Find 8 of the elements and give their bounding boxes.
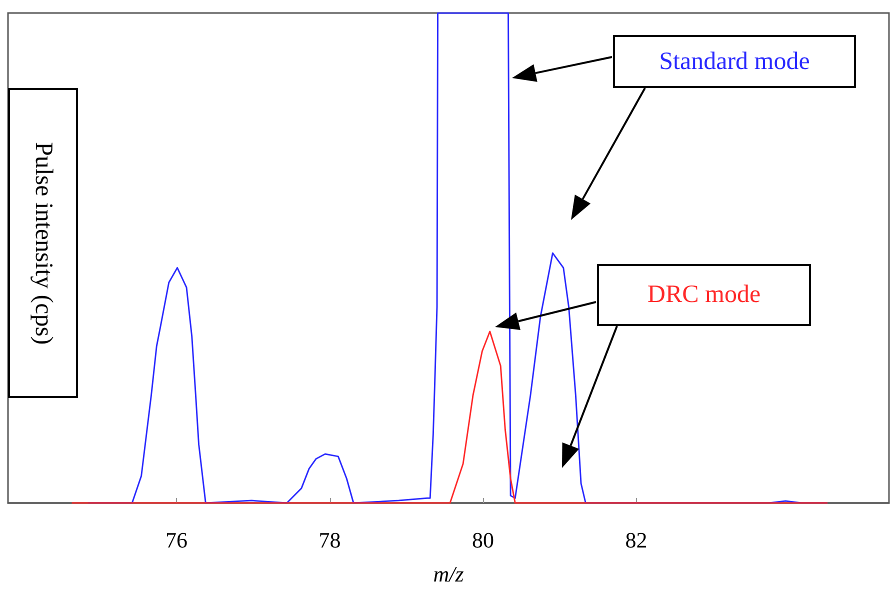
x-tick-label: 78	[318, 528, 341, 552]
x-tick-label: 76	[166, 528, 188, 552]
annotation: DRC mode	[597, 264, 811, 326]
y-axis-title: Pulse intensity (cps)	[8, 88, 78, 398]
x-tick-label: 82	[625, 528, 648, 552]
x-tick-label: 80	[472, 528, 494, 552]
annotation: Standard mode	[613, 35, 856, 88]
x-axis-title: m/z	[433, 562, 464, 586]
